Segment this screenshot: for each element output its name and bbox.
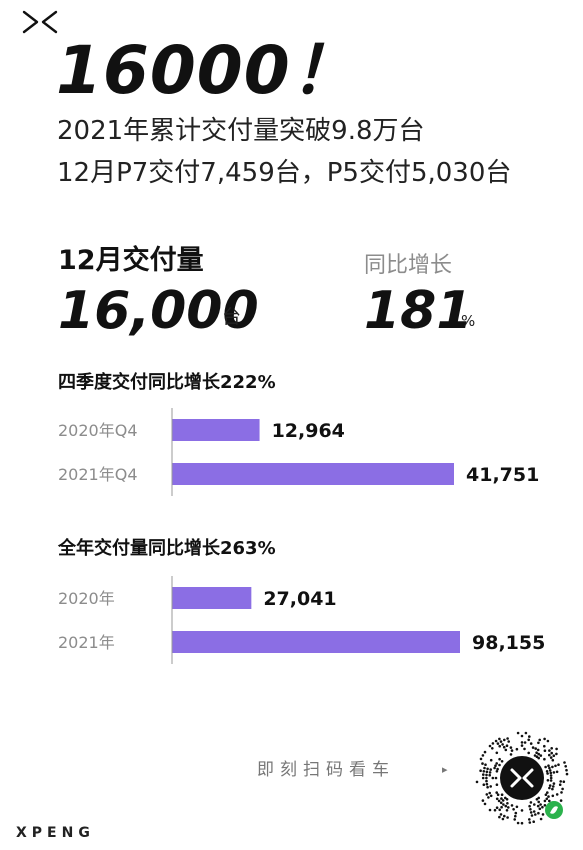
bar xyxy=(172,419,260,441)
cta-arrow-icon: ▸ xyxy=(442,763,448,776)
value-label: 12,964 xyxy=(272,420,345,442)
subheadline-annual: 2021年累计交付量突破9.8万台 xyxy=(57,116,425,146)
xpeng-logo-icon xyxy=(22,10,58,34)
brand-logo: XPENG xyxy=(16,825,95,841)
bar xyxy=(172,631,460,653)
december-delivery-unit: 台 xyxy=(222,306,242,328)
subheadline-models: 12月P7交付7,459台，P5交付5,030台 xyxy=(57,158,512,188)
q4-chart-title: 四季度交付同比增长222% xyxy=(58,372,276,393)
category-label: 2021年Q4 xyxy=(58,465,138,484)
annual-chart-title: 全年交付量同比增长263% xyxy=(58,538,276,559)
value-label: 27,041 xyxy=(263,588,336,610)
annual-delivery-chart: 2020年 27,041 2021年 98,155 xyxy=(58,576,545,664)
category-label: 2020年Q4 xyxy=(58,421,138,440)
value-label: 41,751 xyxy=(466,464,539,486)
category-label: 2020年 xyxy=(58,589,115,608)
q4-delivery-chart: 2020年Q4 12,964 2021年Q4 41,751 xyxy=(58,408,539,496)
bar xyxy=(172,587,252,609)
yoy-growth-label: 同比增长 xyxy=(364,253,453,278)
scan-cta-text: 即刻扫码看车 xyxy=(257,760,395,780)
headline: 16000！ xyxy=(56,32,358,109)
bar xyxy=(172,463,454,485)
december-delivery-value: 16,000 xyxy=(58,281,259,341)
december-delivery-label: 12月交付量 xyxy=(58,245,204,276)
yoy-growth-unit: % xyxy=(461,312,476,330)
category-label: 2021年 xyxy=(58,633,115,652)
value-label: 98,155 xyxy=(472,632,545,654)
qr-code-icon[interactable] xyxy=(472,728,572,828)
yoy-growth-value: 181 xyxy=(364,281,473,341)
